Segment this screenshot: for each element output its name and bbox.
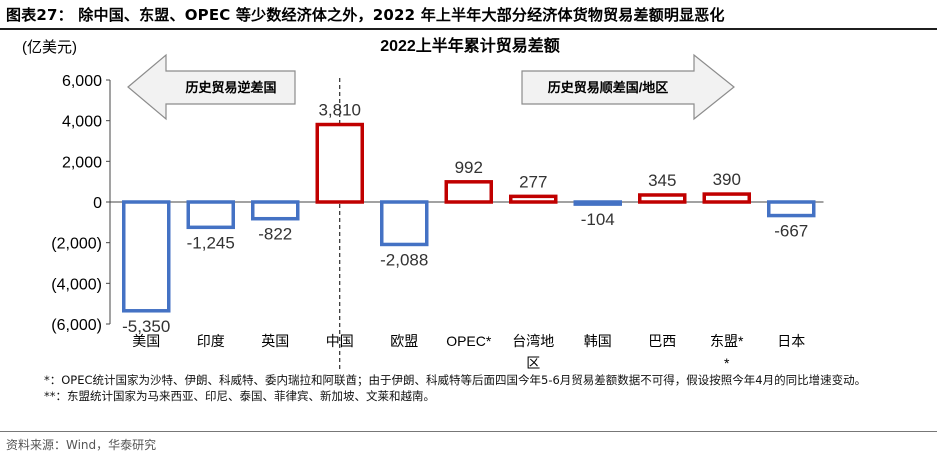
x-tick-label: 印度 [197, 333, 225, 349]
x-tick-label: 日本 [777, 333, 805, 349]
y-tick-label: (6,000) [51, 317, 102, 334]
data-label: 992 [455, 158, 483, 177]
data-label: 390 [713, 170, 741, 189]
data-label: -822 [258, 225, 292, 244]
chart-title: 2022上半年累计贸易差额 [380, 36, 560, 55]
bottom-rule [0, 431, 937, 432]
bar [509, 194, 558, 204]
x-tick-label: 欧盟 [390, 333, 418, 349]
figure-title: 图表27： 除中国、东盟、OPEC 等少数经济体之外，2022 年上半年大部分经… [6, 6, 725, 24]
data-label: 277 [519, 172, 547, 191]
bar [444, 180, 493, 204]
x-tick-label: 英国 [261, 333, 289, 349]
title-rule [0, 28, 937, 30]
y-tick-label: 4,000 [62, 114, 102, 131]
x-tick-label-wrap: 区 [526, 355, 540, 370]
bar [122, 200, 171, 313]
x-tick-label: 韩国 [584, 333, 612, 349]
bar [380, 200, 429, 247]
x-tick-label-wrap: * [724, 355, 730, 370]
bar [638, 193, 687, 204]
y-tick-label: (4,000) [51, 276, 102, 293]
right-group-arrow [521, 53, 735, 121]
bar [573, 200, 622, 206]
bar [702, 192, 751, 204]
data-label: -5,350 [122, 317, 170, 336]
x-tick-label: 巴西 [648, 333, 676, 349]
y-axis-unit-label: (亿美元) [22, 39, 77, 56]
footnote-asean: **：东盟统计国家为马来西亚、印尼、泰国、菲律宾、新加坡、文莱和越南。 [44, 389, 435, 403]
left-group-arrow-label: 历史贸易逆差国 [185, 80, 276, 95]
right-group-arrow-label: 历史贸易顺差国/地区 [548, 80, 669, 95]
bar [315, 122, 364, 204]
y-tick-label: 0 [93, 195, 102, 212]
data-label: -667 [774, 222, 808, 241]
data-label: -1,245 [187, 233, 235, 252]
left-group-arrow [127, 53, 296, 121]
x-tick-label: 美国 [132, 333, 160, 349]
y-tick-label: 2,000 [62, 154, 102, 171]
data-label: -2,088 [380, 250, 428, 269]
footnotes: *：OPEC统计国家为沙特、伊朗、科威特、委内瑞拉和阿联酋；由于伊朗、科威特等后… [44, 372, 924, 404]
bar-chart: 2022上半年累计贸易差额 (亿美元) 6,000 4,000 2,000 0 (2,000… [22, 36, 824, 370]
y-tick-label: (2,000) [51, 236, 102, 253]
data-label: 345 [648, 171, 676, 190]
x-tick-label: 中国 [326, 333, 354, 349]
data-label: 3,810 [318, 101, 361, 120]
y-tick-label: 6,000 [62, 73, 102, 90]
x-tick-label: OPEC* [446, 333, 492, 349]
bar [251, 200, 300, 221]
bar [767, 200, 816, 218]
bar [186, 200, 235, 230]
data-label: -104 [581, 210, 615, 229]
source-note: 资料来源：Wind，华泰研究 [6, 438, 157, 452]
x-tick-label: 台湾地 [512, 333, 554, 349]
footnote-opec: *：OPEC统计国家为沙特、伊朗、科威特、委内瑞拉和阿联酋；由于伊朗、科威特等后… [44, 373, 867, 387]
x-tick-label: 东盟* [710, 333, 744, 349]
